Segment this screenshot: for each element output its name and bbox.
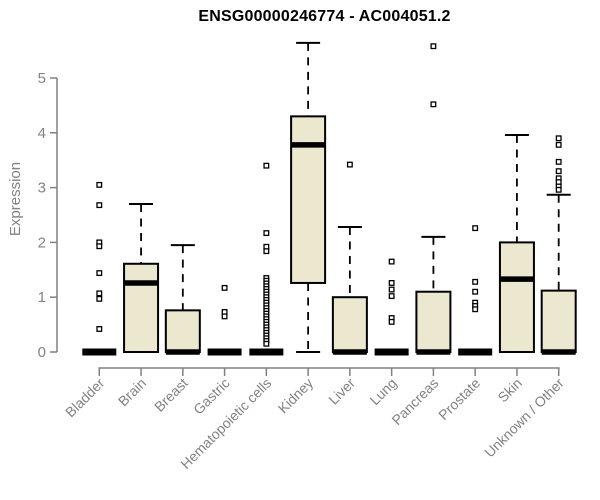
boxplot-lung xyxy=(374,258,409,356)
x-tick-label-brain: Brain xyxy=(115,375,149,409)
y-tick-label: 0 xyxy=(38,344,46,361)
boxplot-brain xyxy=(123,203,160,353)
boxplot-liver xyxy=(331,161,368,355)
outlier-point xyxy=(263,340,270,347)
box xyxy=(290,115,327,284)
outlier-point xyxy=(388,318,395,325)
outlier-point xyxy=(388,258,395,265)
y-tick-label: 1 xyxy=(38,289,46,306)
boxplot-prostate xyxy=(458,225,493,356)
collapsed-box xyxy=(374,348,409,356)
box xyxy=(123,262,160,353)
collapsed-box xyxy=(207,348,242,356)
outlier-point xyxy=(472,288,479,295)
x-tick-label-lung: Lung xyxy=(366,375,399,408)
box xyxy=(164,309,201,353)
outlier-point xyxy=(96,243,103,250)
outlier-point xyxy=(346,161,353,168)
outlier-point xyxy=(263,162,270,169)
x-tick-label-bladder: Bladder xyxy=(62,375,108,421)
boxplot-breast xyxy=(164,244,201,355)
y-tick-label: 5 xyxy=(38,70,46,87)
boxplot-pancreas xyxy=(415,43,452,355)
outlier-point xyxy=(221,284,228,291)
boxplot-unknown-other xyxy=(540,135,577,355)
outlier-point xyxy=(263,248,270,255)
x-tick-label-liver: Liver xyxy=(325,375,358,408)
box xyxy=(331,296,368,354)
outlier-point xyxy=(388,293,395,300)
x-tick-label-skin: Skin xyxy=(494,375,525,406)
boxplot-gastric xyxy=(207,284,242,356)
box xyxy=(415,290,452,353)
x-tick-label-kidney: Kidney xyxy=(275,375,317,417)
x-tick-label-unknown-other: Unknown / Other xyxy=(481,375,567,461)
box xyxy=(498,241,535,353)
outlier-point xyxy=(96,326,103,332)
collapsed-box xyxy=(82,348,117,356)
outlier-point xyxy=(388,280,395,286)
x-tick-label-breast: Breast xyxy=(151,375,191,415)
y-tick-label: 4 xyxy=(38,125,46,142)
outlier-point xyxy=(96,295,103,302)
box xyxy=(540,289,577,353)
outlier-point xyxy=(96,290,103,297)
x-tick-label-prostate: Prostate xyxy=(435,375,483,423)
outlier-point xyxy=(263,230,270,237)
outlier-point xyxy=(96,181,103,188)
boxplot-kidney xyxy=(290,41,327,353)
outlier-point xyxy=(221,313,228,320)
outlier-point xyxy=(555,168,562,175)
outlier-point xyxy=(472,306,479,313)
outlier-point xyxy=(555,186,562,193)
y-axis: 0 1 2 3 4 5 xyxy=(38,70,58,361)
outlier-point xyxy=(472,225,479,232)
outlier-point xyxy=(472,278,479,285)
outlier-point xyxy=(555,158,562,165)
boxplot-skin xyxy=(498,133,535,353)
outlier-point xyxy=(430,43,437,50)
boxplot-bladder xyxy=(82,181,117,356)
chart-title: ENSG00000246774 - AC004051.2 xyxy=(198,8,451,25)
y-tick-label: 2 xyxy=(38,234,46,251)
outlier-point xyxy=(96,202,103,209)
outlier-point xyxy=(555,135,562,142)
y-tick-label: 3 xyxy=(38,180,46,197)
outlier-point xyxy=(388,286,395,293)
outlier-point xyxy=(96,270,103,277)
collapsed-box xyxy=(458,348,493,356)
outlier-point xyxy=(555,141,562,148)
collapsed-box xyxy=(249,348,284,356)
boxplot-hematopoietic-cells xyxy=(249,162,284,356)
outlier-point xyxy=(430,101,437,108)
